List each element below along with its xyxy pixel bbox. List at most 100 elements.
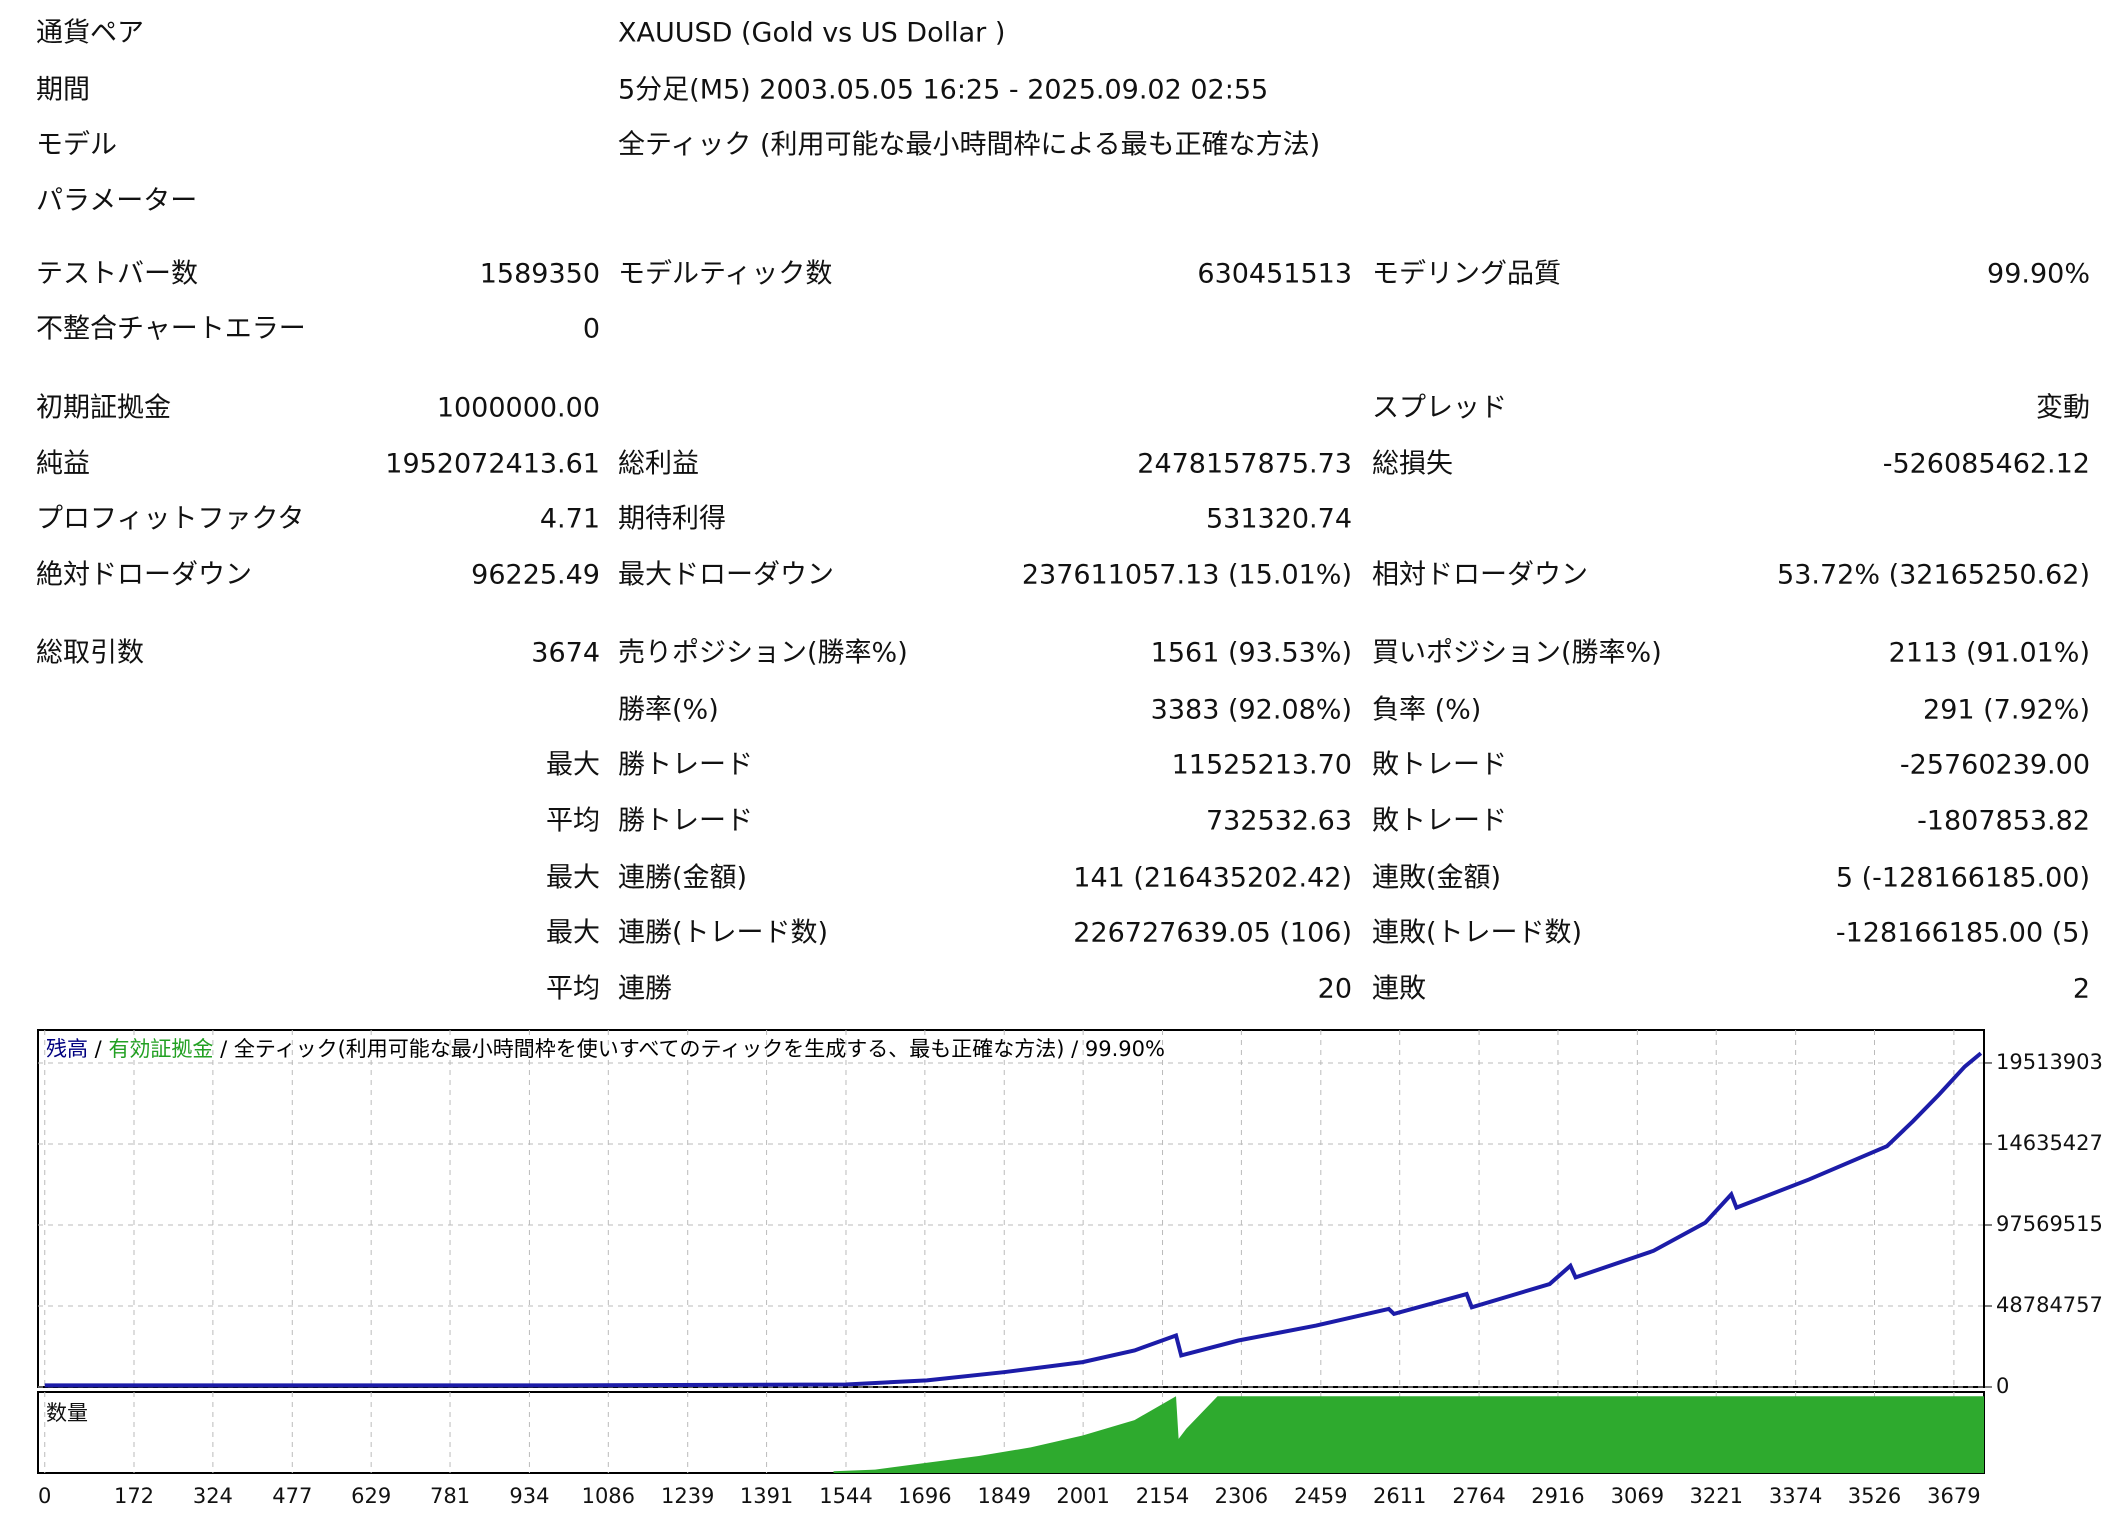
stat-value: 4.71 [540, 504, 600, 535]
stat-label: 連勝(トレード数) [618, 918, 828, 949]
field-value: XAUUSD (Gold vs US Dollar ) [618, 18, 1005, 49]
stat-value: 1000000.00 [437, 393, 600, 424]
plot-frame [37, 1029, 1985, 1388]
x-tick-label: 2459 [1294, 1484, 1347, 1508]
x-tick-label: 324 [193, 1484, 233, 1508]
stat-label: 最大ドローダウン [618, 560, 834, 591]
stat-value: 732532.63 [1206, 806, 1352, 837]
stat-value: 2 [2073, 974, 2090, 1005]
stat-value: 最大 [546, 750, 600, 781]
stat-value: 2113 (91.01%) [1889, 638, 2090, 669]
stat-label: 初期証拠金 [36, 393, 171, 424]
stat-value: 20 [1318, 974, 1352, 1005]
x-tick-label: 1696 [898, 1484, 951, 1508]
stat-value: 最大 [546, 863, 600, 894]
x-tick-label: 3221 [1690, 1484, 1743, 1508]
stat-label: 連敗 [1372, 974, 1426, 1005]
stat-label: モデリング品質 [1372, 259, 1561, 290]
stat-label: 連勝 [618, 974, 672, 1005]
x-tick-label: 1239 [661, 1484, 714, 1508]
stat-value: -128166185.00 (5) [1836, 918, 2090, 949]
stat-value: 141 (216435202.42) [1073, 863, 1352, 894]
stat-value: 2478157875.73 [1137, 449, 1352, 480]
stat-value: 53.72% (32165250.62) [1777, 560, 2090, 591]
field-value: 5分足(M5) 2003.05.05 16:25 - 2025.09.02 02… [618, 75, 1268, 106]
y-tick-label: 19513903 [1996, 1050, 2103, 1074]
field-value: 全ティック (利用可能な最小時間枠による最も正確な方法) [618, 130, 1320, 161]
stat-value: -526085462.12 [1883, 449, 2090, 480]
stat-label: 勝トレード [618, 750, 753, 781]
x-tick-label: 1391 [740, 1484, 793, 1508]
stat-label: プロフィットファクタ [36, 504, 304, 535]
stat-value: -25760239.00 [1900, 750, 2090, 781]
x-tick-label: 2154 [1136, 1484, 1189, 1508]
stat-label: 負率 (%) [1372, 695, 1481, 726]
field-label: 通貨ペア [36, 18, 144, 49]
stat-label: 純益 [36, 449, 90, 480]
y-tick-label: 97569515 [1996, 1212, 2103, 1236]
legend-entry: / 全ティック(利用可能な最小時間枠を使いすべてのティックを生成する、最も正確な… [213, 1037, 1164, 1061]
balance-line [44, 1051, 1983, 1388]
stat-label: 勝率(%) [618, 695, 719, 726]
stat-label: 総取引数 [36, 638, 144, 669]
x-tick-label: 3679 [1927, 1484, 1980, 1508]
stat-value: 3674 [531, 638, 600, 669]
volume-area [833, 1396, 1984, 1473]
stat-label: 敗トレード [1372, 806, 1507, 837]
stat-label: 敗トレード [1372, 750, 1507, 781]
volume-label: 数量 [46, 1401, 88, 1425]
legend-entry: 残高 [46, 1037, 88, 1061]
x-tick-label: 3526 [1848, 1484, 1901, 1508]
stat-value: 0 [583, 314, 600, 345]
stat-label: 絶対ドローダウン [36, 560, 252, 591]
x-tick-label: 2611 [1373, 1484, 1426, 1508]
stat-value: 226727639.05 (106) [1073, 918, 1352, 949]
x-tick-label: 477 [272, 1484, 312, 1508]
stat-value: 1561 (93.53%) [1151, 638, 1352, 669]
stat-label: 総利益 [618, 449, 699, 480]
stat-value: 1589350 [480, 259, 600, 290]
stat-label: テストバー数 [36, 259, 198, 290]
x-tick-label: 2916 [1531, 1484, 1584, 1508]
stat-value: 平均 [546, 974, 600, 1005]
field-label: 期間 [36, 75, 90, 106]
x-tick-label: 172 [114, 1484, 154, 1508]
stat-value: 630451513 [1197, 259, 1352, 290]
stat-value: 11525213.70 [1172, 750, 1352, 781]
x-tick-label: 629 [351, 1484, 391, 1508]
stat-label: スプレッド [1372, 393, 1507, 424]
stat-value: 96225.49 [471, 560, 600, 591]
y-tick-label: 14635427 [1996, 1131, 2103, 1155]
stat-value: 5 (-128166185.00) [1836, 863, 2090, 894]
stat-value: 平均 [546, 806, 600, 837]
legend-entry: 有効証拠金 [108, 1037, 213, 1061]
stat-value: 291 (7.92%) [1923, 695, 2090, 726]
x-tick-label: 2306 [1215, 1484, 1268, 1508]
y-tick-label: 0 [1996, 1374, 2009, 1398]
stat-label: 連敗(金額) [1372, 863, 1501, 894]
stat-label: 相対ドローダウン [1372, 560, 1588, 591]
x-tick-label: 1086 [582, 1484, 635, 1508]
stat-label: 連敗(トレード数) [1372, 918, 1582, 949]
field-label: パラメーター [36, 186, 197, 217]
field-label: モデル [36, 130, 117, 161]
stat-value: 237611057.13 (15.01%) [1022, 560, 1352, 591]
stat-label: 買いポジション(勝率%) [1372, 638, 1662, 669]
x-tick-label: 1544 [819, 1484, 872, 1508]
stat-label: 期待利得 [618, 504, 726, 535]
x-tick-label: 934 [509, 1484, 549, 1508]
stat-label: 総損失 [1372, 449, 1453, 480]
x-tick-label: 2001 [1056, 1484, 1109, 1508]
legend: 残高 / 有効証拠金 / 全ティック(利用可能な最小時間枠を使いすべてのティック… [46, 1037, 1165, 1061]
stat-label: 連勝(金額) [618, 863, 747, 894]
stat-value: 99.90% [1987, 259, 2090, 290]
x-tick-label: 3069 [1611, 1484, 1664, 1508]
x-tick-label: 0 [38, 1484, 51, 1508]
stat-value: 変動 [2036, 393, 2090, 424]
x-tick-label: 3374 [1769, 1484, 1822, 1508]
stat-label: 勝トレード [618, 806, 753, 837]
stat-label: 不整合チャートエラー [36, 314, 306, 345]
stat-label: 売りポジション(勝率%) [618, 638, 908, 669]
